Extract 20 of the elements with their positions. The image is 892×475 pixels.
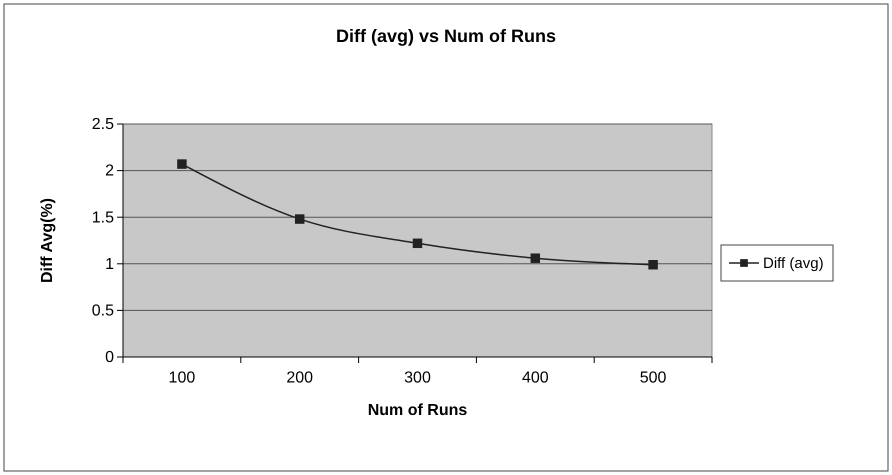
- y-axis-title: Diff Avg(%): [39, 198, 56, 284]
- legend-label: Diff (avg): [763, 255, 824, 272]
- y-tick-label: 2.5: [92, 116, 114, 134]
- y-tick-label: 2: [105, 162, 114, 180]
- point: [648, 260, 658, 270]
- point: [177, 159, 187, 169]
- point: [294, 214, 304, 224]
- y-tick-label: 1: [105, 256, 114, 273]
- y-tick-label: 0: [105, 349, 114, 366]
- x-tick-label: 300: [404, 369, 431, 386]
- point: [412, 238, 422, 248]
- x-axis-title: Num of Runs: [368, 402, 468, 419]
- y-tick-label: 0.5: [92, 302, 114, 320]
- point: [530, 253, 540, 263]
- x-tick-label: 200: [286, 369, 314, 386]
- x-tick-label: 100: [168, 369, 196, 386]
- x-tick-label: 500: [640, 369, 667, 386]
- y-tick-label: 1.5: [92, 209, 114, 226]
- x-tick-label: 400: [522, 369, 549, 386]
- chart-title: Diff (avg) vs Num of Runs: [336, 26, 556, 46]
